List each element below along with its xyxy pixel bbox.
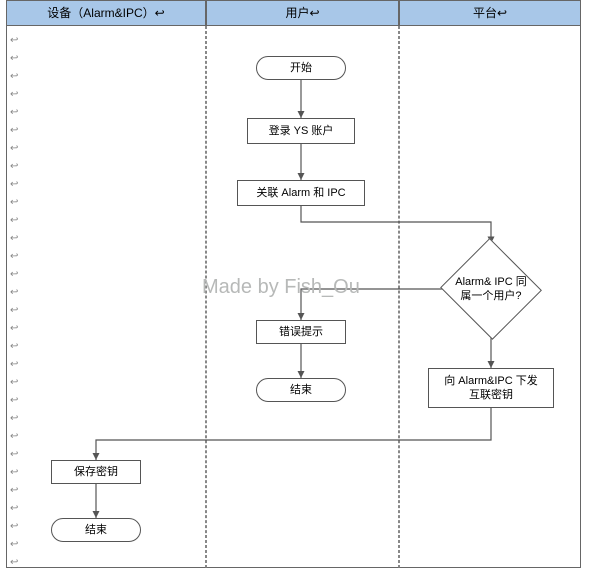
paragraph-mark: ↩ xyxy=(10,522,18,532)
lane-header-platform: 平台↩ xyxy=(399,0,581,26)
paragraph-mark: ↩ xyxy=(10,252,18,262)
lane-header-user: 用户↩ xyxy=(206,0,399,26)
paragraph-mark: ↩ xyxy=(10,288,18,298)
paragraph-mark: ↩ xyxy=(10,54,18,64)
diagram-canvas: 设备（Alarm&IPC）↩用户↩平台↩ ↩ ↩ ↩ ↩ ↩ ↩ ↩ ↩ ↩ ↩ ↩ ↩ ↩ ↩ ↩ ↩ ↩ ↩ ↩ ↩… xyxy=(0,0,589,574)
paragraph-mark: ↩ xyxy=(10,198,18,208)
paragraph-mark: ↩ xyxy=(10,450,18,460)
node-end2: 结束 xyxy=(51,518,141,542)
node-err: 错误提示 xyxy=(256,320,346,344)
paragraph-mark: ↩ xyxy=(10,558,18,568)
paragraph-mark: ↩ xyxy=(10,396,18,406)
paragraph-mark: ↩ xyxy=(10,540,18,550)
paragraph-mark: ↩ xyxy=(10,468,18,478)
lane-header-device: 设备（Alarm&IPC）↩ xyxy=(6,0,206,26)
node-label-dec: Alarm& IPC 同属一个用户? xyxy=(455,275,527,304)
paragraph-mark: ↩ xyxy=(10,72,18,82)
paragraph-mark: ↩ xyxy=(10,486,18,496)
paragraph-mark: ↩ xyxy=(10,432,18,442)
paragraph-mark: ↩ xyxy=(10,126,18,136)
paragraph-mark: ↩ xyxy=(10,414,18,424)
node-assoc: 关联 Alarm 和 IPC xyxy=(237,180,365,206)
paragraph-mark: ↩ xyxy=(10,360,18,370)
paragraph-mark: ↩ xyxy=(10,306,18,316)
paragraph-mark: ↩ xyxy=(10,36,18,46)
paragraph-mark: ↩ xyxy=(10,108,18,118)
paragraph-mark: ↩ xyxy=(10,378,18,388)
paragraph-mark: ↩ xyxy=(10,90,18,100)
paragraph-mark: ↩ xyxy=(10,180,18,190)
paragraph-mark: ↩ xyxy=(10,144,18,154)
paragraph-mark: ↩ xyxy=(10,270,18,280)
paragraph-mark: ↩ xyxy=(10,504,18,514)
paragraph-mark: ↩ xyxy=(10,342,18,352)
node-start: 开始 xyxy=(256,56,346,80)
node-dec: Alarm& IPC 同属一个用户? xyxy=(438,239,544,339)
node-savekey: 保存密钥 xyxy=(51,460,141,484)
watermark: Made by Fish_Ou xyxy=(202,276,360,299)
node-issue: 向 Alarm&IPC 下发互联密钥 xyxy=(428,368,554,408)
paragraph-mark: ↩ xyxy=(10,324,18,334)
node-end1: 结束 xyxy=(256,378,346,402)
paragraph-mark: ↩ xyxy=(10,216,18,226)
lane-body-device xyxy=(6,26,206,568)
paragraph-mark: ↩ xyxy=(10,162,18,172)
paragraph-mark: ↩ xyxy=(10,234,18,244)
node-login: 登录 YS 账户 xyxy=(247,118,355,144)
